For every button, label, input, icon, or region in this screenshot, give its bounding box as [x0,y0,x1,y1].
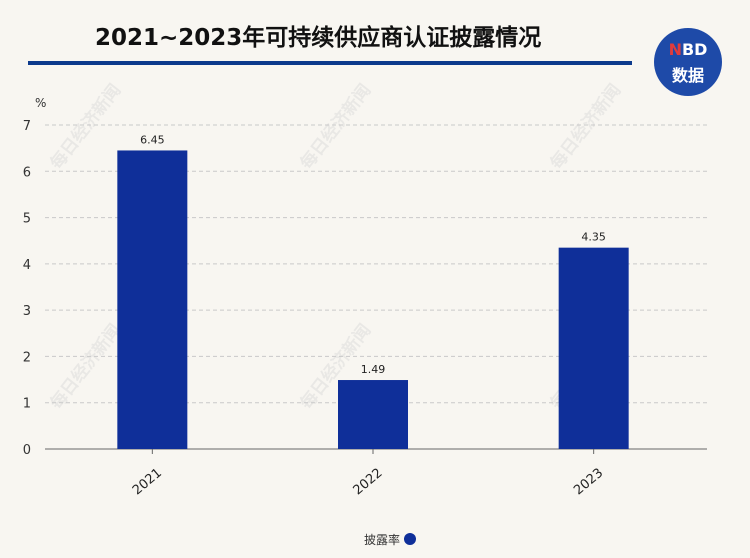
y-tick-label: 4 [23,258,31,273]
legend-label: 披露率 [364,532,400,547]
data-label: 6.45 [140,133,165,146]
legend: 披露率 [364,532,416,547]
bars: 6.45 1.49 4.35 [117,133,629,449]
y-tick-label: 1 [23,397,31,412]
logo-text-bottom: 数据 [671,66,704,85]
watermark-text: 每日经济新闻 [46,320,125,413]
x-axis: 2021 2022 2023 [130,449,606,498]
nbd-logo: NBD 数据 [654,28,722,96]
legend-marker [404,533,416,545]
watermark-text: 每日经济新闻 [546,80,625,173]
x-tick-label: 2023 [571,466,606,499]
logo-text-top: NBD [668,40,708,59]
watermark-text: 每日经济新闻 [46,80,125,173]
bar-2021 [117,150,188,449]
bar-2023 [558,247,629,449]
y-tick-label: 2 [23,350,31,365]
title-underline [28,61,632,65]
data-label: 4.35 [581,231,606,244]
y-unit-label: % [35,96,46,110]
watermark-text: 每日经济新闻 [296,80,375,173]
data-label: 1.49 [361,363,386,376]
y-tick-label: 3 [23,304,31,319]
chart-title: 2021~2023年可持续供应商认证披露情况 [95,25,542,51]
bar-2022 [338,380,408,449]
x-tick-label: 2021 [130,466,165,499]
y-tick-label: 0 [23,443,31,458]
y-tick-label: 6 [23,165,31,180]
y-tick-label: 5 [23,212,31,227]
y-tick-label: 7 [23,119,31,134]
x-tick-label: 2022 [351,466,386,499]
